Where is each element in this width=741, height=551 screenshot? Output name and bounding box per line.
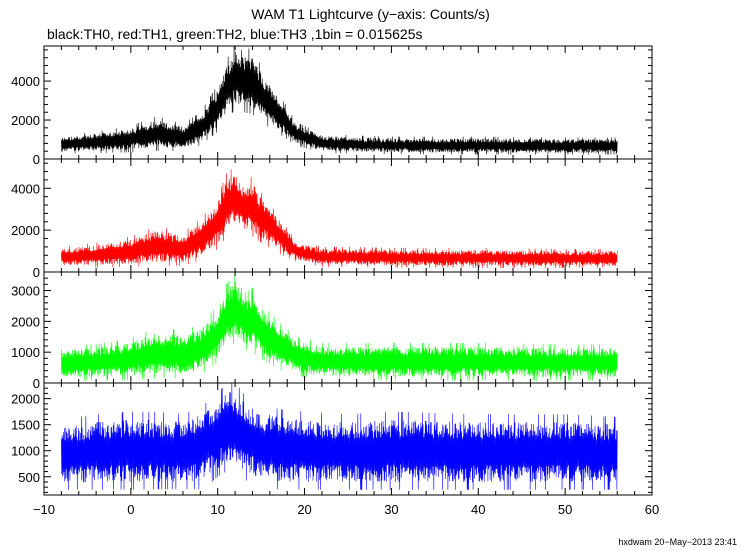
y-tick-label: 1000 xyxy=(11,444,40,459)
y-tick-label: 0 xyxy=(33,376,40,391)
x-tick-label: 10 xyxy=(210,502,224,517)
series-th3-line xyxy=(61,382,618,490)
y-tick-label: 2000 xyxy=(11,223,40,238)
x-tick-label: 60 xyxy=(645,502,659,517)
panel-th3: 500 1000 1500 2000 xyxy=(11,382,653,496)
x-tick-label: 20 xyxy=(297,502,311,517)
x-axis: −10 0 10 20 30 40 50 60 xyxy=(33,502,659,517)
x-tick-label: −10 xyxy=(33,502,55,517)
y-tick-label: 0 xyxy=(33,152,40,167)
y-tick-label: 4000 xyxy=(11,74,40,89)
y-tick-label: 0 xyxy=(33,265,40,280)
y-tick-label: 2000 xyxy=(11,392,40,407)
x-tick-label: 40 xyxy=(471,502,485,517)
y-tick-label: 2000 xyxy=(11,113,40,128)
x-tick-label: 30 xyxy=(384,502,398,517)
y-tick-label: 500 xyxy=(18,470,40,485)
panel-frame xyxy=(43,382,653,496)
y-tick-label: 2000 xyxy=(11,314,40,329)
series-th0-line xyxy=(61,45,618,155)
y-tick-label: 3000 xyxy=(11,284,40,299)
panel-th2: 0 1000 2000 3000 xyxy=(11,271,653,391)
footer-timestamp: hxdwam 20−May−2013 23:41 xyxy=(618,537,737,547)
panel-th0: 0 2000 4000 xyxy=(11,45,653,167)
series-th1-line xyxy=(61,169,618,268)
y-tick-label: 1000 xyxy=(11,345,40,360)
chart-subtitle: black:TH0, red:TH1, green:TH2, blue:TH3 … xyxy=(47,26,423,42)
y-tick-label: 1500 xyxy=(11,418,40,433)
chart-title: WAM T1 Lightcurve (y−axis: Counts/s) xyxy=(251,6,490,22)
panel-th1: 0 2000 4000 xyxy=(11,158,653,280)
y-tick-label: 4000 xyxy=(11,181,40,196)
x-tick-label: 0 xyxy=(127,502,134,517)
x-tick-label: 50 xyxy=(558,502,572,517)
series-th2-line xyxy=(61,272,618,381)
panels-layer: 0200040000200040000100020003000500100015… xyxy=(11,45,653,496)
